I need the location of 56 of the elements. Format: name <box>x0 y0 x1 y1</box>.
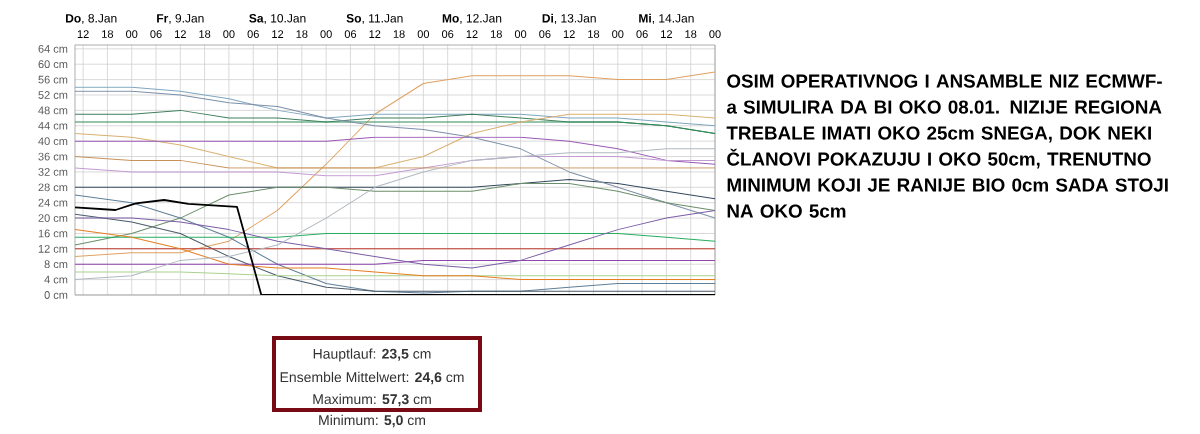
x2-tick-label: Sa, 10.Jan <box>249 14 306 24</box>
y-tick-label: 24 cm <box>38 198 68 207</box>
x-tick-label: 18 <box>685 30 697 38</box>
x-tick-label: 06 <box>344 30 357 38</box>
x2-tick-label: Fr, 9.Jan <box>157 14 204 24</box>
x-tick-label: 18 <box>199 30 211 38</box>
x-tick-label: 06 <box>247 30 259 38</box>
x2-tick-label: So, 11.Jan <box>346 14 403 24</box>
x-tick-label: 12 <box>175 30 186 38</box>
x-tick-label: 00 <box>514 30 527 38</box>
x-tick-label: 06 <box>636 30 648 38</box>
x2-tick-label: Mo, 12.Jan <box>442 14 502 24</box>
x-tick-label: 12 <box>369 30 381 38</box>
x-tick-label: 18 <box>491 30 502 38</box>
text: Hauptlauf: 23,5 cm <box>313 348 431 362</box>
y-tick-label: 32 cm <box>38 168 68 176</box>
y-tick-label: 48 cm <box>38 106 68 115</box>
text: Ensemble Mittelwert: 24,6 cm <box>280 371 464 385</box>
y-tick-label: 40 cm <box>38 137 68 146</box>
x-tick-label: 06 <box>539 30 551 38</box>
x-tick-label: 12 <box>77 30 89 38</box>
y-tick-label: 4 cm <box>44 275 68 284</box>
text: OSIM OPERATIVNOG I ANSAMBLE NIZ ECMWF-a SIMULIRA DA BI OKO 08.01. NIZIJE REGIONA TREBALE IMATI OKO 25cm SNEGA, DOK NEKI ČLANOVI POKAZUJU I OKO 50cm, TRENUTNO MINIMUM KOJI JE RANIJE BIO 0cm SADA STOJI NA OKO 5cm <box>726 74 1168 218</box>
x-tick-label: 06 <box>150 30 162 38</box>
x-tick-label: 12 <box>466 30 478 38</box>
y-tick-label: 8 cm <box>44 260 68 269</box>
x-tick-label: 00 <box>417 30 430 38</box>
y-tick-label: 60 cm <box>38 60 68 69</box>
y-tick-label: 36 cm <box>38 152 68 161</box>
x-tick-label: 00 <box>709 30 721 38</box>
text: Minimum: 5,0 cm <box>319 414 425 428</box>
x-tick-label: 12 <box>563 30 575 38</box>
x-tick-label: 00 <box>223 30 235 38</box>
x-tick-label: 00 <box>612 30 624 38</box>
x2-tick-label: Mi, 14.Jan <box>639 13 694 24</box>
x-tick-label: 18 <box>393 30 405 38</box>
x-tick-label: 00 <box>126 30 138 38</box>
y-tick-label: 64 cm <box>38 44 68 53</box>
text: Maximum: 57,3 cm <box>313 393 431 407</box>
y-tick-label: 16 cm <box>38 229 68 238</box>
x2-tick-label: Do, 8.Jan <box>66 14 117 24</box>
x-tick-label: 12 <box>272 30 284 38</box>
y-tick-label: 0 cm <box>44 291 68 299</box>
y-tick-label: 20 cm <box>38 214 68 222</box>
x2-tick-label: Di, 13.Jan <box>542 13 596 24</box>
x-tick-label: 18 <box>102 30 114 38</box>
y-tick-label: 44 cm <box>38 121 68 130</box>
x-tick-label: 18 <box>588 30 600 38</box>
x-tick-label: 18 <box>296 30 308 38</box>
x-tick-label: 12 <box>661 30 672 38</box>
y-tick-label: 28 cm <box>38 183 68 192</box>
y-tick-label: 56 cm <box>38 75 68 84</box>
x-tick-label: 00 <box>320 30 332 38</box>
x-tick-label: 06 <box>441 30 454 38</box>
y-tick-label: 52 cm <box>38 91 68 99</box>
y-tick-label: 12 cm <box>38 244 68 253</box>
